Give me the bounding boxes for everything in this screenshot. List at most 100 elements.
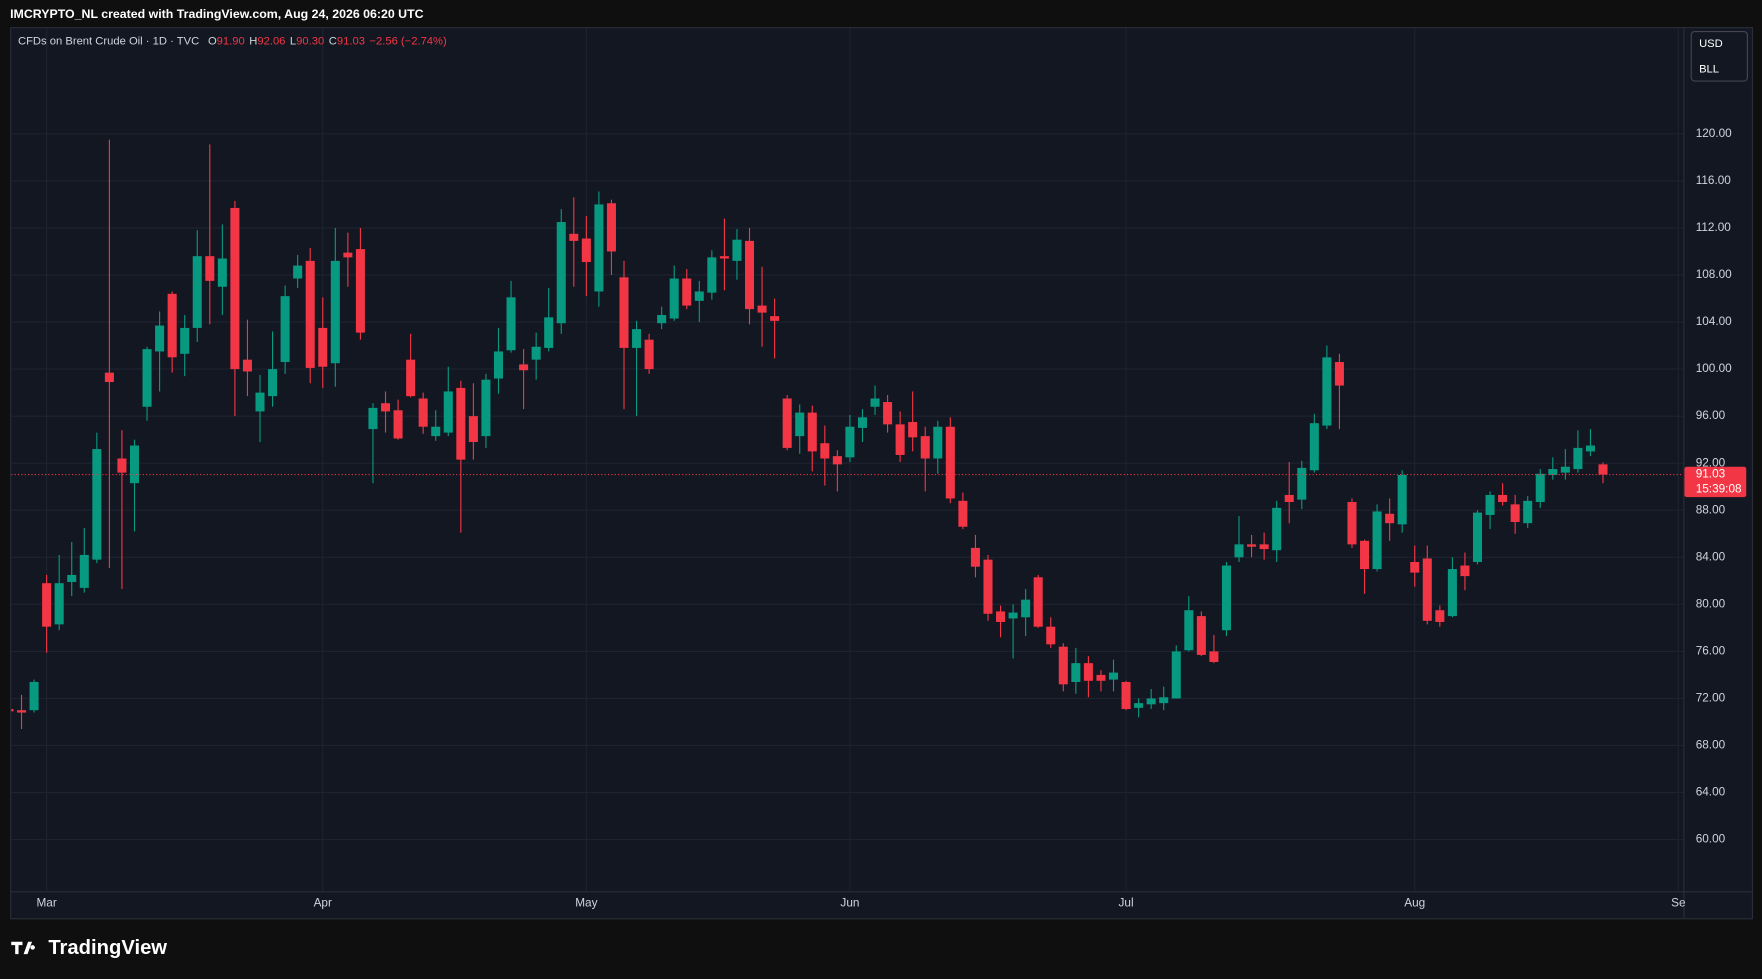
ohlc-key: H — [249, 36, 257, 48]
candle-body — [1397, 474, 1407, 525]
candle-body — [1360, 540, 1370, 570]
y-tick-label: 72.00 — [1696, 692, 1726, 705]
x-tick-label: Aug — [1404, 897, 1425, 910]
candle-body — [1046, 626, 1056, 645]
candle-body — [129, 445, 140, 484]
candle-body — [1058, 646, 1068, 685]
candle-body — [1071, 663, 1081, 682]
change: −2.56 (−2.74%) — [369, 36, 447, 48]
candle-body — [293, 265, 303, 279]
ohlc-value: 91.03 — [337, 36, 365, 48]
candle-body — [795, 412, 805, 437]
candle-body — [117, 458, 127, 473]
candle-body — [368, 407, 378, 430]
candle-body — [1548, 469, 1558, 475]
candle-body — [1535, 473, 1545, 503]
candle-body — [42, 583, 52, 627]
candle-body — [1209, 651, 1219, 662]
candle-body — [594, 204, 604, 292]
y-tick-label: 104.00 — [1696, 315, 1732, 328]
candle-body — [1334, 362, 1344, 386]
candle-body — [895, 424, 905, 455]
candle-body — [1184, 610, 1194, 651]
candle-body — [393, 410, 403, 439]
candle-body — [1523, 500, 1533, 524]
candle-body — [255, 392, 265, 412]
candle-body — [958, 500, 968, 527]
candle-body — [11, 709, 14, 712]
candle-body — [569, 233, 579, 241]
candle-body — [807, 412, 817, 452]
candle-body — [92, 449, 102, 560]
candle-body — [870, 398, 880, 407]
candle-body — [1422, 558, 1432, 621]
attribution: IMCRYPTO_NL created with TradingView.com… — [10, 7, 424, 21]
candle-body — [556, 222, 566, 324]
unit-box[interactable] — [1690, 31, 1748, 82]
y-tick-label: 108.00 — [1696, 268, 1732, 281]
candle-body — [1598, 464, 1608, 475]
candle-body — [456, 387, 466, 460]
candle-body — [581, 238, 591, 263]
candle-body — [1347, 502, 1357, 545]
y-tick-label: 76.00 — [1696, 645, 1726, 658]
y-tick-label: 80.00 — [1696, 597, 1726, 610]
candle-body — [832, 456, 842, 465]
x-tick-label: Se — [1671, 897, 1686, 910]
candle-body — [1435, 610, 1445, 622]
candle-body — [17, 710, 27, 713]
candle-body — [192, 256, 202, 328]
y-tick-label: 96.00 — [1696, 409, 1726, 422]
candle-body — [732, 239, 742, 261]
candle-body — [1510, 504, 1520, 523]
candle-body — [1234, 544, 1244, 558]
candle-body — [1259, 544, 1269, 550]
candle-body — [180, 327, 190, 354]
candle-body — [883, 402, 893, 425]
candle-body — [217, 258, 227, 287]
candle-body — [606, 203, 616, 252]
candle-body — [719, 256, 729, 259]
ohlc-key: C — [329, 36, 337, 48]
ohlc-value: 91.90 — [217, 36, 245, 48]
legend-header: CFDs on Brent Crude Oil · 1D · TVC O91.9… — [18, 36, 447, 48]
candle-body — [644, 339, 654, 370]
candle-body — [1272, 507, 1282, 551]
chart-frame — [10, 27, 1754, 920]
candle-body — [1322, 357, 1332, 426]
logo-mark — [11, 941, 35, 955]
candle-body — [782, 398, 792, 448]
candle-body — [632, 329, 642, 348]
symbol-title: CFDs on Brent Crude Oil · 1D · TVC — [18, 36, 199, 48]
y-tick-label: 68.00 — [1696, 739, 1726, 752]
candle-body — [1021, 599, 1031, 618]
candle-body — [142, 349, 152, 407]
y-tick-label: 60.00 — [1696, 833, 1726, 846]
candle-body — [933, 426, 943, 459]
candle-body — [1498, 494, 1508, 503]
candle-body — [1096, 674, 1106, 681]
candle-body — [1573, 447, 1583, 470]
candle-body — [996, 611, 1006, 622]
candle-body — [908, 422, 918, 438]
logo: TradingView — [11, 937, 167, 959]
candle-body — [1159, 697, 1169, 704]
y-tick-label: 100.00 — [1696, 362, 1732, 375]
candle-body — [305, 260, 315, 368]
candle-body — [29, 681, 39, 711]
candle-body — [707, 257, 717, 293]
candle-body — [1171, 651, 1181, 699]
candle-body — [1472, 512, 1483, 562]
candle-body — [506, 297, 516, 351]
ohlc-value: 90.30 — [296, 36, 324, 48]
candle-body — [431, 426, 441, 437]
price-tag-value: 91.03 — [1696, 468, 1726, 481]
candle-body — [694, 291, 704, 301]
candle-body — [744, 240, 755, 310]
x-tick-label: May — [575, 897, 597, 910]
axes: 60.00 64.00 68.00 72.00 76.00 80.00 84.00 88.00… — [36, 127, 1732, 910]
candle-body — [1309, 423, 1319, 471]
candle-body — [770, 316, 780, 321]
y-tick-label: 112.00 — [1696, 221, 1732, 234]
